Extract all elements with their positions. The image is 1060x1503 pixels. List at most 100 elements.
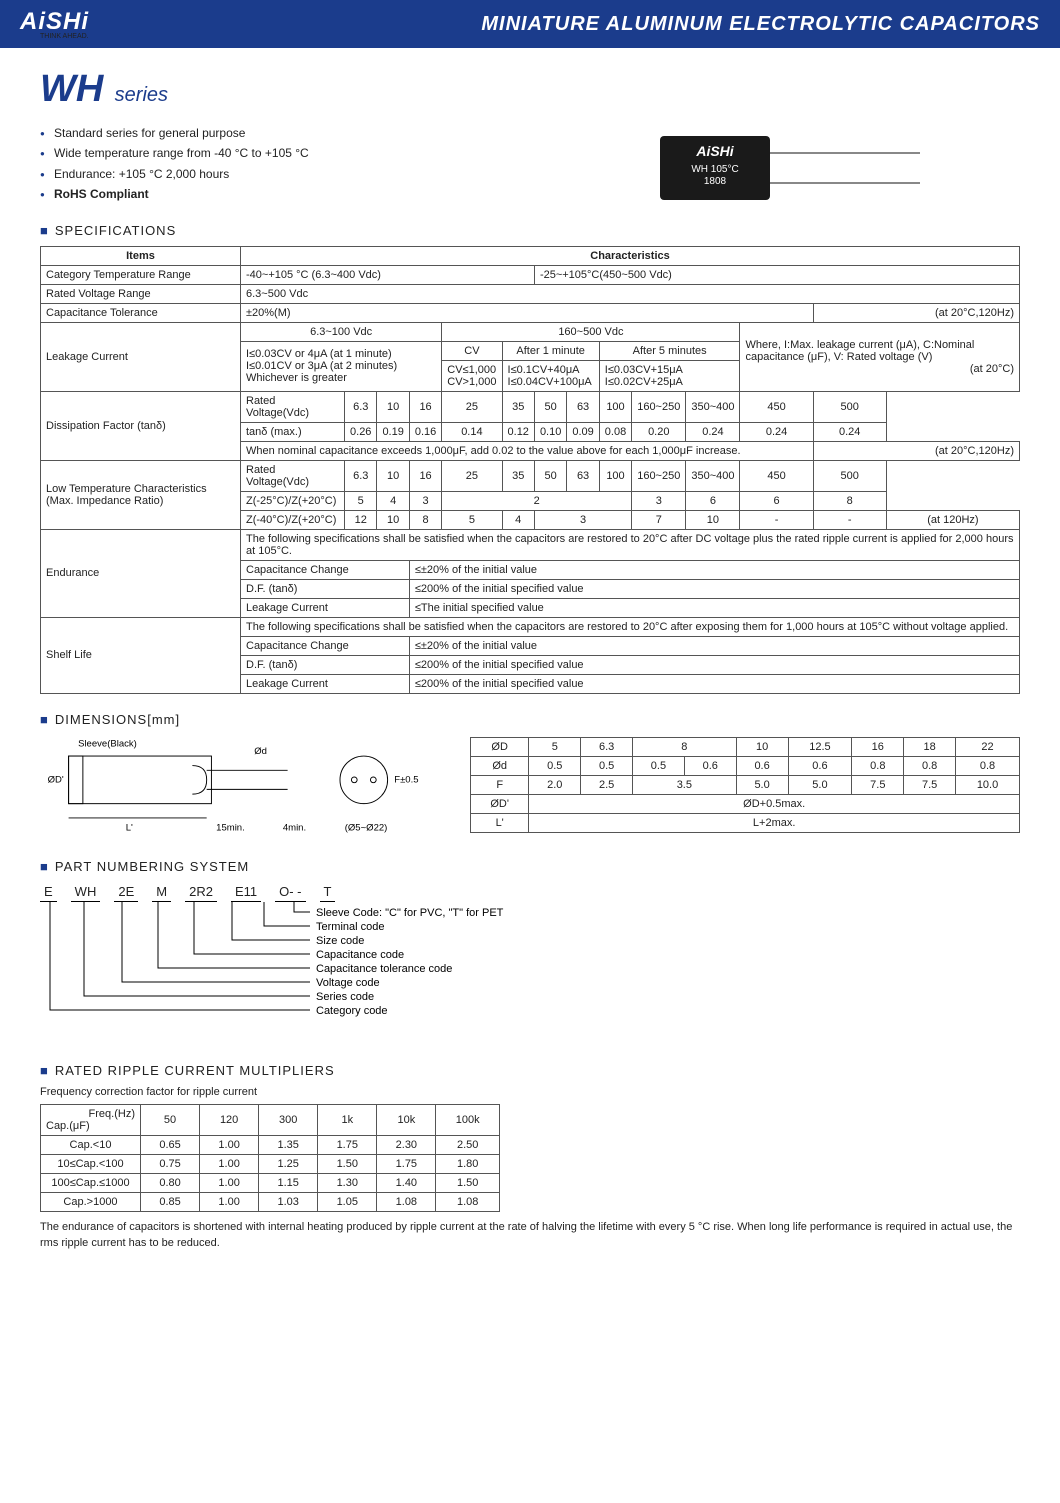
cell: Low Temperature Characteristics (Max. Im… xyxy=(41,460,241,529)
pn-code: M xyxy=(152,884,171,902)
cell: 63 xyxy=(567,460,599,491)
section-dim-title: DIMENSIONS[mm] xyxy=(40,712,1020,727)
pn-code: T xyxy=(320,884,336,902)
cell: 120 xyxy=(200,1105,259,1136)
cell: 0.8 xyxy=(956,756,1020,775)
cell: L+2max. xyxy=(529,813,1020,832)
cell: 0.5 xyxy=(633,756,685,775)
cell: 1.15 xyxy=(259,1174,318,1193)
th-items: Items xyxy=(41,246,241,265)
cell: 10 xyxy=(377,460,409,491)
cell: D.F. (tanδ) xyxy=(241,579,410,598)
cell: 0.75 xyxy=(141,1155,200,1174)
cell: 10k xyxy=(377,1105,436,1136)
cell: 0.6 xyxy=(736,756,788,775)
cell: 1.08 xyxy=(377,1193,436,1212)
cell: 1.00 xyxy=(200,1155,259,1174)
cell: 0.09 xyxy=(567,422,599,441)
cell: 3.5 xyxy=(633,775,737,794)
cell: 12 xyxy=(345,510,377,529)
cell: 7 xyxy=(632,510,686,529)
ripple-table: Freq.(Hz) Cap.(μF) 50 120 300 1k 10k 100… xyxy=(40,1104,500,1212)
feature-bullets: Standard series for general purpose Wide… xyxy=(40,123,1020,205)
cell: 450 xyxy=(740,391,813,422)
cell: 25 xyxy=(442,391,502,422)
cell: 1.50 xyxy=(436,1174,500,1193)
cell: 2 xyxy=(442,491,632,510)
cell: 1.00 xyxy=(200,1193,259,1212)
ripple-note: Frequency correction factor for ripple c… xyxy=(40,1086,1020,1098)
cell: Rated Voltage(Vdc) xyxy=(241,391,345,422)
cell: 5.0 xyxy=(736,775,788,794)
cell: 50 xyxy=(534,391,566,422)
svg-text:Series code: Series code xyxy=(316,991,374,1003)
cell: 7.5 xyxy=(904,775,956,794)
cell: 50 xyxy=(534,460,566,491)
cell: 500 xyxy=(813,460,886,491)
cell: (at 120Hz) xyxy=(886,510,1019,529)
cell: 1.00 xyxy=(200,1136,259,1155)
title-row: WH series AiSHi WH 105°C 1808 xyxy=(40,68,1020,111)
cell: 0.80 xyxy=(141,1174,200,1193)
header-title: MINIATURE ALUMINUM ELECTROLYTIC CAPACITO… xyxy=(481,13,1040,36)
bullet-item: RoHS Compliant xyxy=(40,184,1020,204)
cell: 0.10 xyxy=(534,422,566,441)
cell: 1.05 xyxy=(318,1193,377,1212)
cell: 22 xyxy=(956,737,1020,756)
cell: 10 xyxy=(736,737,788,756)
cell: 100 xyxy=(599,460,631,491)
cell: 1.35 xyxy=(259,1136,318,1155)
cell: 2.5 xyxy=(581,775,633,794)
part-number-diagram: E WH 2E M 2R2 E11 O- - T Sleeve Code: "C… xyxy=(40,884,1020,1045)
cell: 0.6 xyxy=(684,756,736,775)
cell: 350~400 xyxy=(686,460,740,491)
cell: Ød xyxy=(471,756,529,775)
cell: Capacitance Tolerance xyxy=(41,303,241,322)
logo-sub: THINK AHEAD. xyxy=(40,33,89,40)
cell: ≤200% of the initial specified value xyxy=(409,674,1019,693)
cell: Endurance xyxy=(41,529,241,617)
cell: 16 xyxy=(409,460,441,491)
cell: 0.16 xyxy=(409,422,441,441)
dim-table: ØD 5 6.3 8 10 12.5 16 18 22 Ød 0.5 0.5 0… xyxy=(470,737,1020,833)
cell: Leakage Current xyxy=(241,674,410,693)
bullet-item: Endurance: +105 °C 2,000 hours xyxy=(40,164,1020,184)
cell: CV≤1,000CV>1,000 xyxy=(442,360,502,391)
cell: 6.3~100 Vdc xyxy=(241,322,442,341)
cell: Rated Voltage Range xyxy=(41,284,241,303)
cell: Leakage Current xyxy=(41,322,241,391)
cell: 1.25 xyxy=(259,1155,318,1174)
cell: Shelf Life xyxy=(41,617,241,693)
svg-text:4min.: 4min. xyxy=(283,822,306,833)
ripple-endnote: The endurance of capacitors is shortened… xyxy=(40,1220,1020,1251)
cell: The following specifications shall be sa… xyxy=(241,529,1020,560)
cell: 5 xyxy=(345,491,377,510)
cell: I≤0.03CV+15μAI≤0.02CV+25μA xyxy=(599,360,740,391)
svg-text:Size code: Size code xyxy=(316,935,364,947)
header-bar: AiSHi THINK AHEAD. MINIATURE ALUMINUM EL… xyxy=(0,0,1060,48)
cell: 6 xyxy=(740,491,813,510)
cell: 16 xyxy=(852,737,904,756)
cell: - xyxy=(813,510,886,529)
cell: Z(-25°C)/Z(+20°C) xyxy=(241,491,345,510)
cell: 6.3 xyxy=(345,460,377,491)
cell: 6.3 xyxy=(345,391,377,422)
pn-code: WH xyxy=(71,884,101,902)
pn-code: O- - xyxy=(275,884,305,902)
cell: 6.3~500 Vdc xyxy=(241,284,1020,303)
svg-text:Sleeve Code: "C" for PVC, "T": Sleeve Code: "C" for PVC, "T" for PET xyxy=(316,907,504,919)
cell: 2.50 xyxy=(436,1136,500,1155)
page-content: WH series AiSHi WH 105°C 1808 Standard s… xyxy=(0,48,1060,1271)
cell: 100k xyxy=(436,1105,500,1136)
cell: 12.5 xyxy=(788,737,852,756)
cell: Capacitance Change xyxy=(241,560,410,579)
section-spec-title: SPECIFICATIONS xyxy=(40,223,1020,238)
cell: 16 xyxy=(409,391,441,422)
cell: 0.20 xyxy=(632,422,686,441)
cell: 0.24 xyxy=(740,422,813,441)
cell: tanδ (max.) xyxy=(241,422,345,441)
pn-code: E11 xyxy=(231,884,261,902)
cell: ØD+0.5max. xyxy=(529,794,1020,813)
cell: 500 xyxy=(813,391,886,422)
cell: Z(-40°C)/Z(+20°C) xyxy=(241,510,345,529)
